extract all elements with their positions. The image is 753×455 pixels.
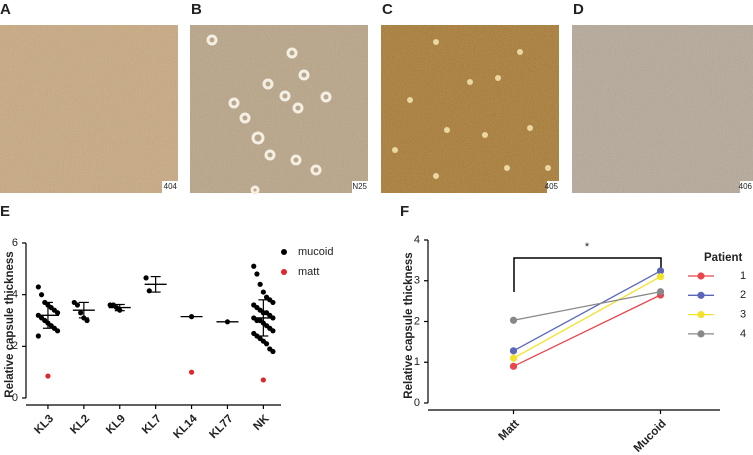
image-label: 406 [739,182,753,191]
panel-letter: F [400,203,409,220]
legend-marker [697,311,705,319]
data-point [35,284,41,290]
data-point [35,333,41,339]
label-box [547,181,559,193]
legend-label: 3 [740,309,746,321]
data-point [188,369,195,375]
y-tick-label: 2 [12,340,18,352]
y-axis-label: Relative capsule thickness [403,252,415,398]
data-point [270,328,276,334]
legend-label: matt [298,266,319,278]
panel-letter: B [191,1,202,18]
data-point [54,328,61,334]
x-tick-label: NK [251,412,272,433]
label-box [162,181,178,193]
image-label: 404 [164,182,178,191]
significance-bracket [513,257,662,292]
data-point [74,302,81,308]
legend-label: 4 [740,328,746,340]
data-point [270,348,276,355]
data-point [509,362,518,370]
data-point [509,316,518,324]
data-point [656,267,665,275]
legend-label: 2 [740,289,746,301]
image-c [381,25,559,193]
data-point [143,275,149,281]
y-tick-label: 2 [414,315,420,327]
data-point [54,310,61,316]
image-label: 405 [545,182,559,191]
y-axis-label: Relative capsule thickness [4,251,16,397]
y-tick-label: 4 [12,289,18,301]
image-label: N25 [352,182,367,191]
image-b [190,25,368,195]
x-tick-label: KL14 [171,412,200,441]
label-box [740,181,753,193]
x-tick-label: Mucoid [632,418,669,455]
data-point [146,288,152,294]
data-point [251,263,257,269]
data-point [270,299,276,306]
series-line [513,294,661,367]
data-point [509,347,518,355]
legend-label: 1 [740,270,746,282]
data-point [263,341,270,347]
legend-marker [697,291,705,299]
data-point [38,292,45,298]
x-tick-label: KL3 [32,413,56,437]
x-tick-label: KL7 [140,413,164,437]
data-point [260,289,266,295]
data-point [509,354,518,362]
x-tick-label: Matt [497,418,522,443]
image-d [572,25,753,193]
panel-letter: D [573,1,584,18]
image-a [0,25,178,193]
panel-letter: C [382,1,393,18]
legend-marker [281,269,287,275]
y-tick-label: 0 [414,397,420,409]
panel-letter: A [0,1,11,18]
label-box [352,181,368,193]
panel-letter: E [0,203,10,220]
y-tick-label: 0 [12,392,18,404]
data-point [656,273,665,281]
series-line [513,291,661,321]
data-point [257,281,263,287]
series-line [513,276,661,359]
x-tick-label: KL2 [68,413,92,437]
y-tick-label: 3 [414,275,420,287]
x-tick-label: KL9 [104,413,128,437]
data-point [656,288,665,296]
data-point [260,377,266,383]
annotation: * [585,241,590,253]
legend-title: Patient [704,252,743,264]
data-point [254,271,260,277]
data-point [78,310,84,316]
y-tick-label: 1 [414,356,420,368]
y-tick-label: 6 [12,237,18,249]
data-point [45,373,51,379]
legend-marker [281,249,287,255]
legend-marker [697,272,705,280]
y-tick-label: 4 [414,234,420,246]
x-tick-label: KL77 [207,413,235,441]
legend-label: mucoid [298,246,333,258]
data-point [84,317,90,324]
series-line [513,270,661,352]
legend-marker [697,330,705,338]
